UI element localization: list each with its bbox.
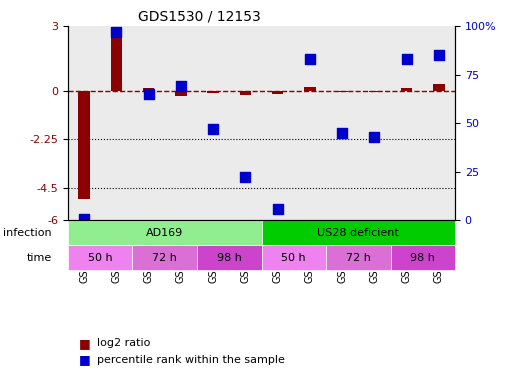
FancyBboxPatch shape [197, 245, 262, 270]
Point [209, 126, 218, 132]
FancyBboxPatch shape [132, 245, 197, 270]
Bar [197, 26, 229, 220]
FancyBboxPatch shape [262, 220, 455, 245]
Point [144, 91, 153, 97]
Point [80, 216, 88, 222]
Point [305, 56, 314, 62]
Bar [240, 91, 251, 95]
Bar [229, 26, 262, 220]
Text: 50 h: 50 h [88, 252, 112, 262]
Text: ■: ■ [78, 354, 90, 366]
Bar [111, 28, 122, 91]
Point [112, 29, 120, 35]
Point [241, 174, 249, 180]
Bar [358, 26, 391, 220]
Bar [304, 87, 315, 91]
Point [435, 53, 443, 58]
Bar [272, 91, 283, 94]
FancyBboxPatch shape [68, 245, 132, 270]
FancyBboxPatch shape [326, 245, 391, 270]
Text: ■: ■ [78, 337, 90, 350]
Bar [208, 91, 219, 93]
Bar [326, 26, 358, 220]
Bar [433, 84, 445, 91]
Text: percentile rank within the sample: percentile rank within the sample [97, 355, 285, 365]
Bar [132, 26, 165, 220]
Text: 72 h: 72 h [346, 252, 371, 262]
Bar [391, 26, 423, 220]
Bar [294, 26, 326, 220]
Bar [165, 26, 197, 220]
Bar [78, 91, 90, 199]
Point [177, 83, 185, 89]
Text: 50 h: 50 h [281, 252, 306, 262]
Point [403, 56, 411, 62]
Bar [100, 26, 132, 220]
Text: 72 h: 72 h [152, 252, 177, 262]
Text: time: time [27, 252, 52, 262]
Text: US28 deficient: US28 deficient [317, 228, 399, 238]
Point [370, 134, 379, 140]
Text: 98 h: 98 h [217, 252, 242, 262]
Text: AD169: AD169 [146, 228, 184, 238]
Text: log2 ratio: log2 ratio [97, 338, 150, 348]
Text: GDS1530 / 12153: GDS1530 / 12153 [138, 10, 260, 24]
Point [274, 206, 282, 212]
FancyBboxPatch shape [262, 245, 326, 270]
Bar [68, 26, 100, 220]
Bar [369, 91, 380, 92]
Bar [336, 91, 348, 92]
Bar [175, 91, 187, 96]
Bar [262, 26, 294, 220]
Bar [143, 88, 154, 91]
FancyBboxPatch shape [391, 245, 455, 270]
Bar [401, 88, 412, 91]
Text: 98 h: 98 h [411, 252, 435, 262]
Text: infection: infection [3, 228, 52, 238]
Point [338, 130, 346, 136]
Bar [423, 26, 455, 220]
FancyBboxPatch shape [68, 220, 262, 245]
